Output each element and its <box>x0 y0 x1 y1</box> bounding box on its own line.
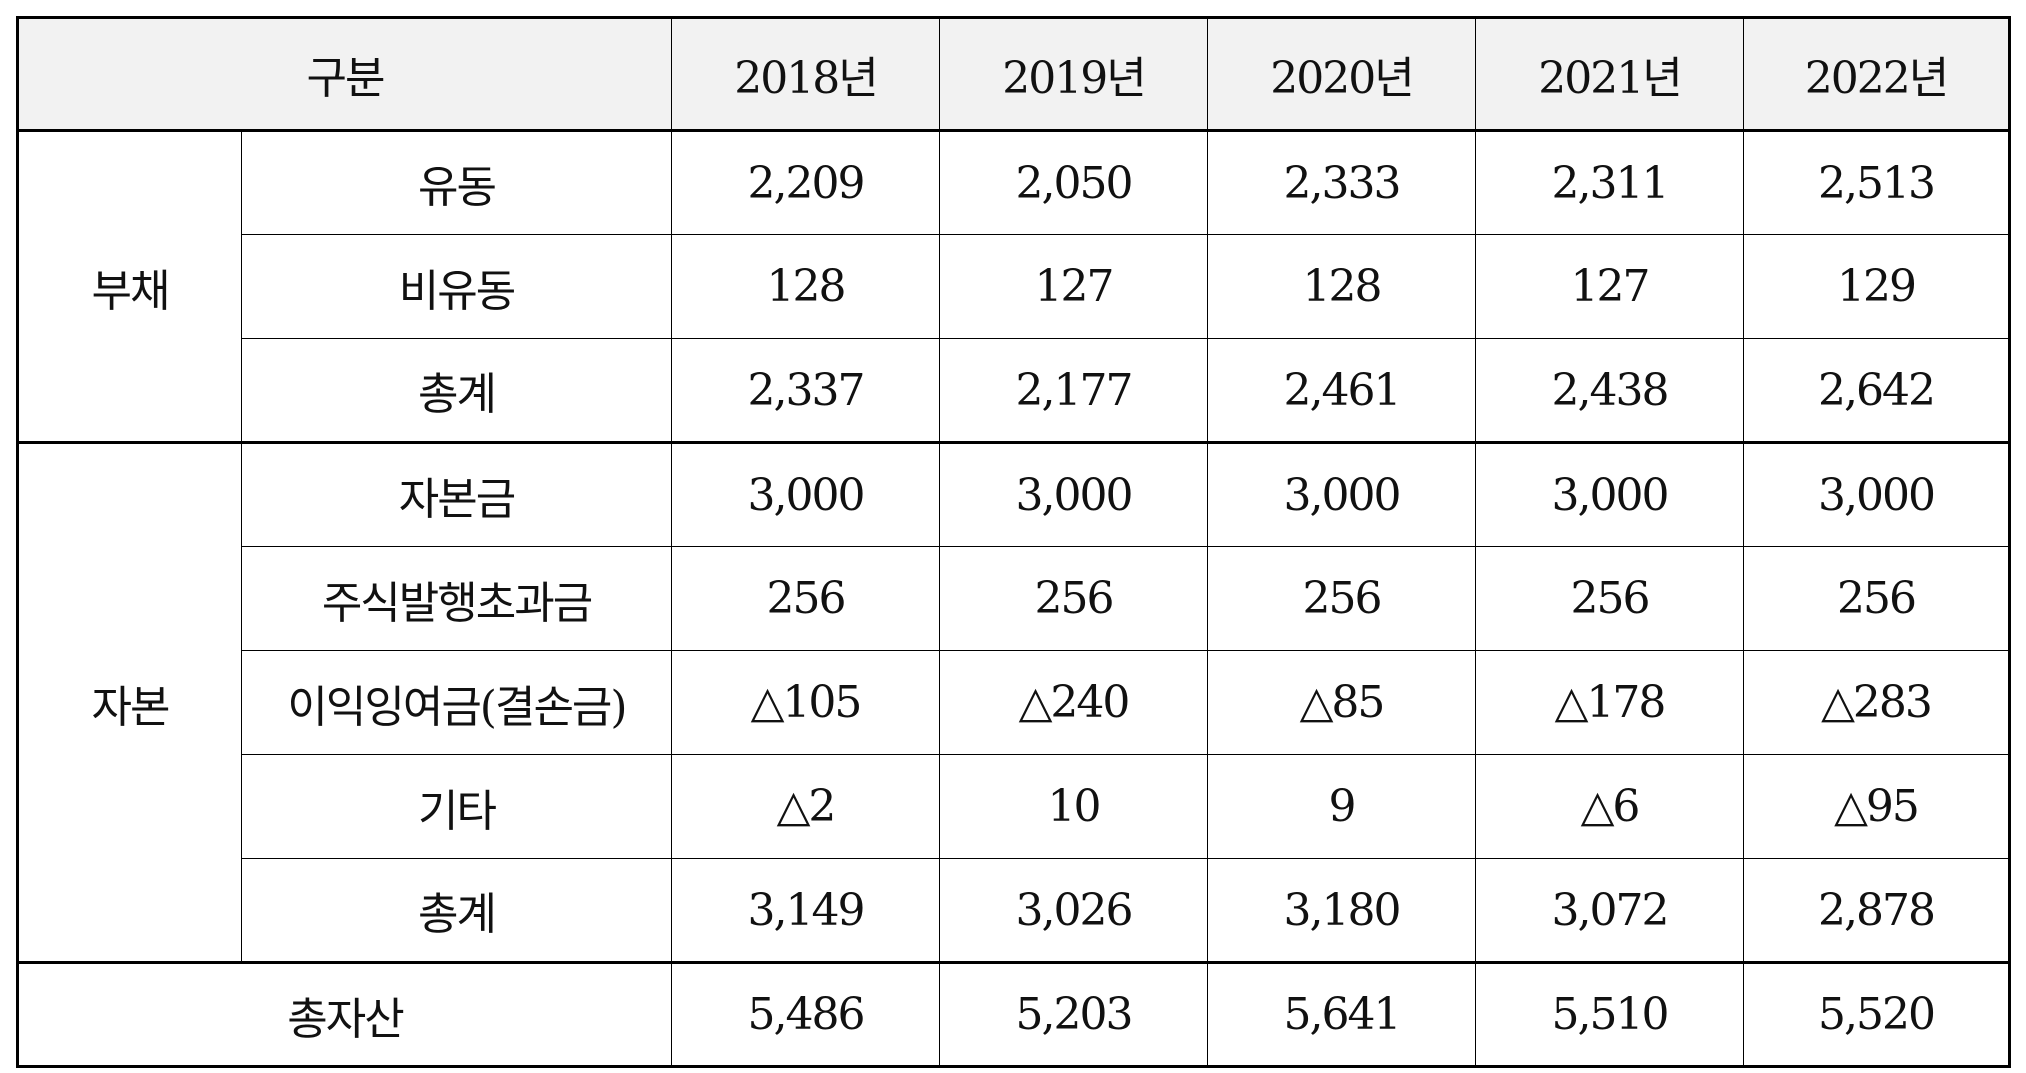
table-cell: 3,072 <box>1475 858 1744 963</box>
table-row: 기타 △2 10 9 △6 △95 <box>18 754 2010 859</box>
table-cell: △240 <box>939 650 1208 755</box>
table-cell: 129 <box>1743 234 2010 339</box>
table-row: 총계 3,149 3,026 3,180 3,072 2,878 <box>18 858 2010 963</box>
table-cell: △283 <box>1743 650 2010 755</box>
table-cell: 5,486 <box>671 961 940 1067</box>
table-cell: 5,510 <box>1475 961 1744 1067</box>
table-cell: 2,337 <box>671 338 940 443</box>
table-cell: △178 <box>1475 650 1744 755</box>
row-label: 유동 <box>241 130 672 235</box>
header-row: 구분 2018년 2019년 2020년 2021년 2022년 <box>17 17 2010 132</box>
table-cell: 5,203 <box>939 961 1208 1067</box>
table-cell: 3,000 <box>939 441 1208 547</box>
table-cell: △95 <box>1743 754 2010 859</box>
table-row: 주식발행초과금 256 256 256 256 256 <box>18 546 2010 651</box>
table-cell: 9 <box>1207 754 1476 859</box>
year-header-2020: 2020년 <box>1207 17 1476 132</box>
table-cell: 5,520 <box>1743 961 2010 1067</box>
table-cell: 127 <box>1475 234 1744 339</box>
table-cell: 3,000 <box>671 441 940 547</box>
year-header-2021: 2021년 <box>1475 17 1744 132</box>
table-cell: 2,642 <box>1743 338 2010 443</box>
table-cell: 3,026 <box>939 858 1208 963</box>
table-cell: 2,333 <box>1207 130 1476 235</box>
table-cell: 256 <box>1475 546 1744 651</box>
table-cell: 256 <box>939 546 1208 651</box>
total-label: 총자산 <box>17 961 672 1067</box>
table-row: 총계 2,337 2,177 2,461 2,438 2,642 <box>18 338 2010 443</box>
table-row: 자본 자본금 3,000 3,000 3,000 3,000 3,000 <box>17 441 2010 963</box>
table-cell: 256 <box>1207 546 1476 651</box>
table-cell: 128 <box>671 234 940 339</box>
row-label: 기타 <box>241 754 672 859</box>
table-cell: 2,461 <box>1207 338 1476 443</box>
table-cell: △6 <box>1475 754 1744 859</box>
table-cell: 2,209 <box>671 130 940 235</box>
table-cell: 10 <box>939 754 1208 859</box>
table-cell: 127 <box>939 234 1208 339</box>
table-cell: 2,438 <box>1475 338 1744 443</box>
table-cell: △85 <box>1207 650 1476 755</box>
table-cell: 3,180 <box>1207 858 1476 963</box>
category-header: 구분 <box>17 17 672 132</box>
table-row: 이익잉여금(결손금) △105 △240 △85 △178 △283 <box>18 650 2010 755</box>
group-label-equity: 자본 <box>17 441 242 963</box>
balance-sheet-table: 구분 2018년 2019년 2020년 2021년 2022년 부채 유동 2… <box>16 16 2011 1068</box>
table-cell: △105 <box>671 650 940 755</box>
table-cell: 2,513 <box>1743 130 2010 235</box>
table-cell: 2,311 <box>1475 130 1744 235</box>
table-cell: 256 <box>671 546 940 651</box>
year-header-2018: 2018년 <box>671 17 940 132</box>
year-header-2019: 2019년 <box>939 17 1208 132</box>
group-label-liabilities: 부채 <box>17 130 242 443</box>
table-cell: 2,177 <box>939 338 1208 443</box>
table-cell: 2,878 <box>1743 858 2010 963</box>
table-cell: 128 <box>1207 234 1476 339</box>
table-cell: 5,641 <box>1207 961 1476 1067</box>
row-label: 비유동 <box>241 234 672 339</box>
year-header-2022: 2022년 <box>1743 17 2010 132</box>
table-cell: 256 <box>1743 546 2010 651</box>
table-cell: △2 <box>671 754 940 859</box>
row-label: 주식발행초과금 <box>241 546 672 651</box>
row-label: 자본금 <box>241 441 672 547</box>
total-row: 총자산 5,486 5,203 5,641 5,510 5,520 <box>17 961 2010 1067</box>
table-row: 비유동 128 127 128 127 129 <box>18 234 2010 339</box>
table-cell: 3,149 <box>671 858 940 963</box>
table-cell: 2,050 <box>939 130 1208 235</box>
table-cell: 3,000 <box>1743 441 2010 547</box>
row-label: 총계 <box>241 338 672 443</box>
table-cell: 3,000 <box>1207 441 1476 547</box>
row-label: 총계 <box>241 858 672 963</box>
row-label: 이익잉여금(결손금) <box>241 650 672 755</box>
table-cell: 3,000 <box>1475 441 1744 547</box>
table-row: 부채 유동 2,209 2,050 2,333 2,311 2,513 <box>17 130 2010 443</box>
